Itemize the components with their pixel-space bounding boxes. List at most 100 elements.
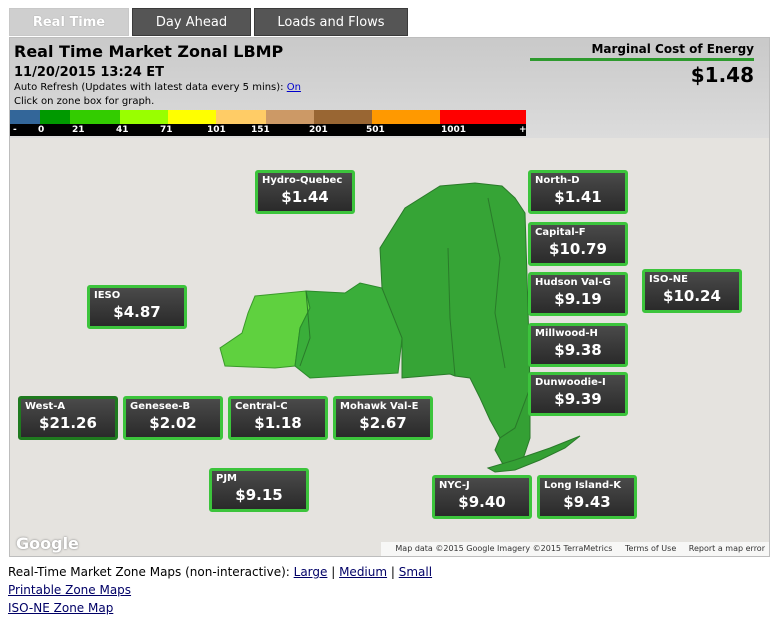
terms-of-use-link[interactable]: Terms of Use [624,544,677,553]
legend-swatch [40,110,70,124]
legend-swatch [314,110,372,124]
zone-capital-f[interactable]: Capital-F $10.79 [528,222,628,266]
legend-swatch [216,110,266,124]
marginal-cost-label: Marginal Cost of Energy [530,42,754,61]
zone-name: Millwood-H [535,328,598,339]
zone-price: $9.43 [563,493,611,511]
zone-name: West-A [25,401,66,412]
timestamp: 11/20/2015 13:24 ET [14,65,165,80]
legend-label: 41 [116,125,129,135]
zone-central-c[interactable]: Central-C $1.18 [228,396,328,440]
legend-label: 201 [309,125,328,135]
map-attribution: Map data ©2015 Google Imagery ©2015 Terr… [381,542,769,556]
zone-price: $4.87 [113,303,161,321]
separator: | [387,565,399,579]
report-map-error-link[interactable]: Report a map error [688,544,765,553]
zone-name: Hydro-Quebec [262,175,343,186]
zone-name: Genesee-B [130,401,191,412]
legend-label: 21 [72,125,85,135]
zone-dunwoodie-i[interactable]: Dunwoodie-I $9.39 [528,372,628,416]
medium-map-link[interactable]: Medium [339,565,388,579]
zone-name: NYC-J [439,480,470,491]
zone-name: North-D [535,175,580,186]
legend-swatch [372,110,440,124]
page-title: Real Time Market Zonal LBMP [14,42,284,61]
legend-label: - [13,125,17,135]
marginal-cost-value: $1.48 [690,63,754,87]
zone-price: $1.44 [281,188,329,206]
zone-price: $10.24 [663,287,721,305]
separator: | [327,565,340,579]
zone-pjm[interactable]: PJM $9.15 [209,468,309,512]
zone-price: $2.02 [149,414,197,432]
zone-price: $10.79 [549,240,607,258]
market-panel: Google Map data ©2015 Google Imagery ©20… [9,37,770,557]
zone-price: $9.15 [235,486,283,504]
marginal-cost-box: Marginal Cost of Energy $1.48 [530,42,754,87]
zone-maps-row: Real-Time Market Zone Maps (non-interact… [8,563,432,581]
printable-zone-maps-link[interactable]: Printable Zone Maps [8,583,132,597]
legend-label: 71 [160,125,173,135]
printable-row: Printable Zone Maps [8,581,432,599]
auto-refresh-text: Auto Refresh (Updates with latest data e… [14,82,301,93]
legend-label: 0 [38,125,45,135]
zone-price: $9.19 [554,290,602,308]
legend-label: + [519,125,527,135]
zone-name: ISO-NE [649,274,688,285]
legend-swatch [440,110,526,124]
large-map-link[interactable]: Large [293,565,328,579]
legend-swatch [120,110,168,124]
zone-mohawk-val-e[interactable]: Mohawk Val-E $2.67 [333,396,433,440]
iso-ne-zone-map-link[interactable]: ISO-NE Zone Map [8,601,114,615]
map-data-text: Map data ©2015 Google Imagery ©2015 Terr… [395,544,613,553]
small-map-link[interactable]: Small [398,565,433,579]
zone-millwood-h[interactable]: Millwood-H $9.38 [528,323,628,367]
legend-swatch [10,110,40,124]
legend-labels: - 0 21 41 71 101 151 201 501 1001 + [10,124,527,136]
google-logo: Google [16,534,79,553]
zone-long-island-k[interactable]: Long Island-K $9.43 [537,475,637,519]
iso-ne-row: ISO-NE Zone Map [8,599,432,617]
legend-label: 101 [207,125,226,135]
click-hint: Click on zone box for graph. [14,96,155,107]
zone-name: IESO [94,290,121,301]
auto-refresh-toggle-link[interactable]: On [286,82,301,93]
zone-ieso[interactable]: IESO $4.87 [87,285,187,329]
zone-iso-ne[interactable]: ISO-NE $10.24 [642,269,742,313]
zone-price: $21.26 [39,414,97,432]
tab-real-time[interactable]: Real Time [9,8,129,36]
price-legend: - 0 21 41 71 101 151 201 501 1001 + [10,110,527,136]
legend-label: 151 [251,125,270,135]
zone-map: Google Map data ©2015 Google Imagery ©20… [10,138,769,556]
legend-swatch [168,110,216,124]
legend-swatch [266,110,314,124]
zone-hudson-val-g[interactable]: Hudson Val-G $9.19 [528,272,628,316]
zone-price: $9.40 [458,493,506,511]
legend-label: 1001 [441,125,467,135]
zone-genesee-b[interactable]: Genesee-B $2.02 [123,396,223,440]
new-york-map [219,182,581,473]
zone-name: Hudson Val-G [535,277,611,288]
zone-maps-label: Real-Time Market Zone Maps (non-interact… [8,565,294,579]
zone-west-a[interactable]: West-A $21.26 [18,396,118,440]
zone-name: Central-C [235,401,288,412]
zone-nyc-j[interactable]: NYC-J $9.40 [432,475,532,519]
zone-name: Dunwoodie-I [535,377,606,388]
zone-name: Mohawk Val-E [340,401,419,412]
zone-name: PJM [216,473,238,484]
tab-day-ahead[interactable]: Day Ahead [132,8,251,36]
zone-price: $9.38 [554,341,602,359]
tab-loads-and-flows[interactable]: Loads and Flows [254,8,408,36]
zone-north-d[interactable]: North-D $1.41 [528,170,628,214]
legend-label: 501 [366,125,385,135]
legend-swatch [70,110,120,124]
zone-name: Capital-F [535,227,586,238]
auto-refresh-label: Auto Refresh (Updates with latest data e… [14,82,287,93]
footer-links: Real-Time Market Zone Maps (non-interact… [8,563,432,617]
zone-price: $1.18 [254,414,302,432]
zone-name: Long Island-K [544,480,622,491]
zone-hydro-quebec[interactable]: Hydro-Quebec $1.44 [255,170,355,214]
zone-price: $9.39 [554,390,602,408]
zone-price: $1.41 [554,188,602,206]
zone-price: $2.67 [359,414,407,432]
